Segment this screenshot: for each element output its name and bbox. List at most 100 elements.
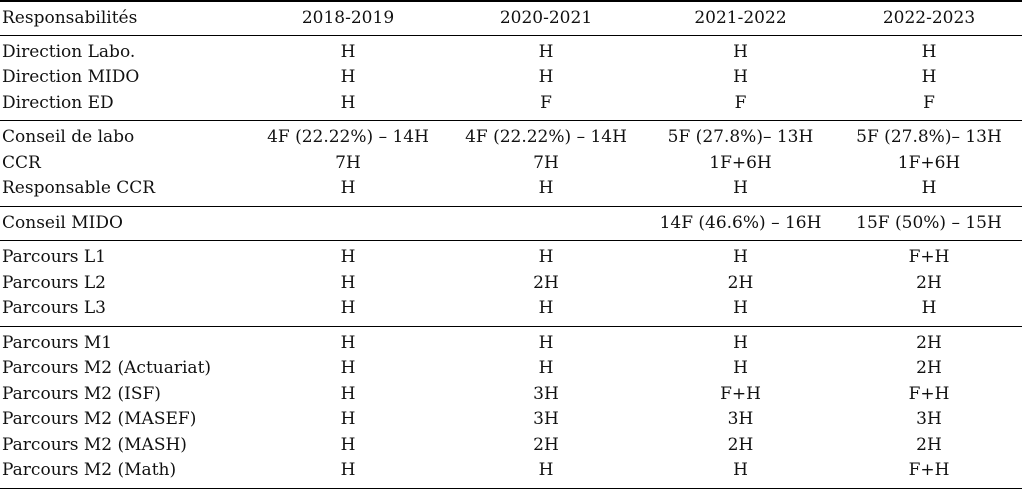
table-cell: [447, 211, 645, 237]
table-row: Parcours L2 H 2H 2H 2H: [0, 271, 1022, 297]
table-cell: H: [340, 247, 356, 268]
group-rule: [0, 240, 1022, 242]
table-row: Parcours L3 H H H H: [0, 296, 1022, 322]
table-cell: 3H: [533, 383, 559, 404]
table-cell: 7H: [533, 152, 559, 173]
group-rule: [0, 34, 1022, 36]
table-cell: H: [340, 358, 356, 379]
row-label: Direction Labo.: [2, 41, 136, 62]
row-label: Parcours L1: [2, 247, 107, 268]
table-row: Conseil MIDO 14F (46.6%) – 16H 15F (50%) –…: [0, 211, 1022, 237]
table-cell: F+H: [908, 247, 950, 268]
table-cell: 7H: [335, 152, 361, 173]
table-cell: F+H: [720, 383, 761, 404]
table-cell: 4F (22.22%) – 14H: [465, 127, 627, 148]
table-cell: H: [538, 358, 554, 379]
table-cell: 2H: [533, 272, 559, 293]
table-cell: 4F (22.22%) – 14H: [267, 127, 429, 148]
row-label: Direction ED: [2, 92, 114, 113]
row-label: Parcours M2 (Actuariat): [2, 358, 212, 379]
table-row: Parcours M2 (MASEF) H 3H 3H 3H: [0, 407, 1022, 433]
table-cell: 3H: [727, 409, 754, 430]
table-row: Parcours M2 (MASH) H 2H 2H 2H: [0, 433, 1022, 459]
table-row: Parcours M2 (Math) H H H F+H: [0, 458, 1022, 484]
table-cell: H: [340, 178, 356, 199]
row-label: Conseil de labo: [2, 127, 135, 148]
table-row: Direction Labo. H H H H: [0, 40, 1022, 66]
table-cell: H: [733, 460, 748, 481]
table-cell: 2H: [916, 332, 942, 353]
table-cell: 2H: [727, 434, 754, 455]
table-cell: H: [733, 67, 748, 88]
top-rule: [0, 0, 1022, 2]
header-cell: 2022-2023: [882, 7, 976, 28]
table-cell: 3H: [916, 409, 942, 430]
header-cell: Responsabilités: [2, 7, 138, 28]
table-cell: 1F+6H: [709, 152, 772, 173]
table-cell: H: [733, 178, 748, 199]
table-cell: H: [340, 67, 356, 88]
table-row: Conseil de labo 4F (22.22%) – 14H 4F (22.2…: [0, 125, 1022, 151]
row-label: Parcours M2 (Math): [2, 460, 177, 481]
table-cell: H: [538, 178, 554, 199]
table-row: Responsable CCR H H H H: [0, 176, 1022, 202]
table-cell: 3H: [533, 409, 559, 430]
table-cell: H: [538, 41, 554, 62]
header-cell: 2020-2021: [499, 7, 593, 28]
table-cell: H: [340, 92, 356, 113]
row-label: Parcours M2 (MASH): [2, 434, 187, 455]
table-cell: H: [733, 358, 748, 379]
table-cell: H: [921, 67, 937, 88]
table-cell: [249, 211, 447, 237]
table-cell: 2H: [533, 434, 559, 455]
table-cell: H: [340, 460, 356, 481]
table-cell: 1F+6H: [897, 152, 961, 173]
table-cell: H: [340, 332, 356, 353]
table-body: Direction Labo. H H H H Direction MIDO H H H H Dir…: [0, 34, 1022, 489]
row-label: Parcours L3: [2, 298, 107, 319]
row-label: Parcours M2 (MASEF): [2, 409, 197, 430]
table-cell: F+H: [908, 383, 950, 404]
table-cell: 2H: [916, 272, 942, 293]
group-rule: [0, 120, 1022, 122]
table-cell: 15F (50%) – 15H: [856, 212, 1002, 233]
group-rule: [0, 325, 1022, 327]
table-cell: H: [538, 247, 554, 268]
row-label: Responsable CCR: [2, 178, 156, 199]
table-cell: F: [540, 92, 552, 113]
table-cell: H: [340, 409, 356, 430]
header-cell: 2021-2022: [694, 7, 787, 28]
table-cell: H: [538, 460, 554, 481]
row-label: Parcours M1: [2, 332, 113, 353]
table-cell: H: [340, 383, 356, 404]
row-label: CCR: [2, 152, 41, 173]
table-cell: H: [538, 298, 554, 319]
table-cell: H: [538, 332, 554, 353]
table-cell: 14F (46.6%) – 16H: [659, 212, 822, 233]
table-cell: H: [538, 67, 554, 88]
table-cell: H: [340, 41, 356, 62]
row-label: Conseil MIDO: [2, 212, 123, 233]
table-cell: H: [340, 272, 356, 293]
table-cell: 2H: [916, 434, 942, 455]
table-cell: 5F (27.8%)– 13H: [667, 127, 814, 148]
table-row: Parcours L1 H H H F+H: [0, 245, 1022, 271]
table-row: Parcours M1 H H H 2H: [0, 331, 1022, 357]
group-rule: [0, 205, 1022, 207]
table-row: Parcours M2 (Actuariat) H H H 2H: [0, 356, 1022, 382]
bottom-rule: [0, 487, 1022, 489]
table-cell: F: [923, 92, 935, 113]
table-cell: H: [921, 298, 937, 319]
table-cell: F: [734, 92, 747, 113]
header-cell: 2018-2019: [301, 7, 395, 28]
table-cell: H: [733, 332, 748, 353]
row-label: Direction MIDO: [2, 67, 140, 88]
table-cell: 5F (27.8%)– 13H: [856, 127, 1002, 148]
row-label: Parcours L2: [2, 272, 107, 293]
table-cell: H: [340, 298, 356, 319]
row-label: Parcours M2 (ISF): [2, 383, 161, 404]
table-cell: H: [340, 434, 356, 455]
table-cell: H: [733, 41, 748, 62]
header-row: Responsabilités 2018-2019 2020-2021 2021…: [0, 2, 1022, 35]
